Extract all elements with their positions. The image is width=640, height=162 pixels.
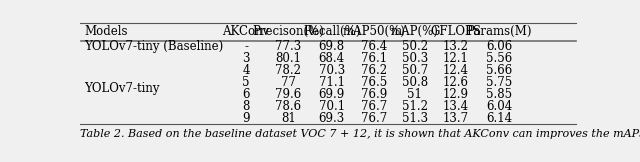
Text: 69.9: 69.9 <box>319 88 345 101</box>
Text: Table 2. Based on the baseline dataset VOC 7 + 12, it is shown that AKConv can i: Table 2. Based on the baseline dataset V… <box>80 129 640 139</box>
Text: 50.2: 50.2 <box>402 40 428 53</box>
Text: 69.3: 69.3 <box>319 112 345 125</box>
Text: 12.6: 12.6 <box>443 76 468 89</box>
Text: 6.14: 6.14 <box>486 112 512 125</box>
Text: 5.85: 5.85 <box>486 88 512 101</box>
Text: 50.3: 50.3 <box>402 52 428 65</box>
Text: 76.7: 76.7 <box>361 112 387 125</box>
Text: 51.2: 51.2 <box>402 100 428 113</box>
Text: 51: 51 <box>408 88 422 101</box>
Text: Recall(%): Recall(%) <box>303 25 360 38</box>
Text: 9: 9 <box>243 112 250 125</box>
Text: 6.06: 6.06 <box>486 40 512 53</box>
Text: 6.04: 6.04 <box>486 100 512 113</box>
Text: 5.66: 5.66 <box>486 64 512 77</box>
Text: YOLOv7-tiny (Baseline): YOLOv7-tiny (Baseline) <box>84 40 223 53</box>
Text: 5.75: 5.75 <box>486 76 512 89</box>
Text: 13.7: 13.7 <box>443 112 468 125</box>
Text: 50.8: 50.8 <box>402 76 428 89</box>
Text: 79.6: 79.6 <box>275 88 301 101</box>
Text: 50.7: 50.7 <box>402 64 428 77</box>
Text: Precison(%): Precison(%) <box>252 25 324 38</box>
Text: 5: 5 <box>243 76 250 89</box>
Text: AKConv: AKConv <box>223 25 270 38</box>
Text: 77.3: 77.3 <box>275 40 301 53</box>
Text: 13.4: 13.4 <box>443 100 468 113</box>
Text: 76.5: 76.5 <box>361 76 387 89</box>
Text: 51.3: 51.3 <box>402 112 428 125</box>
Text: 80.1: 80.1 <box>275 52 301 65</box>
Text: 6: 6 <box>243 88 250 101</box>
Text: 76.1: 76.1 <box>361 52 387 65</box>
Text: 77: 77 <box>281 76 296 89</box>
Text: YOLOv7-tiny: YOLOv7-tiny <box>84 82 159 95</box>
Text: 76.7: 76.7 <box>361 100 387 113</box>
Text: 71.1: 71.1 <box>319 76 345 89</box>
Text: Params(M): Params(M) <box>467 25 532 38</box>
Text: 81: 81 <box>281 112 296 125</box>
Text: GFLOPS: GFLOPS <box>430 25 481 38</box>
Text: 13.2: 13.2 <box>443 40 468 53</box>
Text: 69.8: 69.8 <box>319 40 345 53</box>
Text: -: - <box>244 40 248 53</box>
Text: 5.56: 5.56 <box>486 52 512 65</box>
Text: 76.4: 76.4 <box>361 40 387 53</box>
Text: 70.1: 70.1 <box>319 100 345 113</box>
Text: Models: Models <box>84 25 127 38</box>
Text: mAP50(%): mAP50(%) <box>342 25 405 38</box>
Text: 78.6: 78.6 <box>275 100 301 113</box>
Text: 76.2: 76.2 <box>361 64 387 77</box>
Text: 12.4: 12.4 <box>443 64 468 77</box>
Text: 8: 8 <box>243 100 250 113</box>
Text: 12.1: 12.1 <box>443 52 468 65</box>
Text: mAP(%): mAP(%) <box>391 25 439 38</box>
Text: 12.9: 12.9 <box>443 88 468 101</box>
Text: 78.2: 78.2 <box>275 64 301 77</box>
Text: 4: 4 <box>243 64 250 77</box>
Text: 76.9: 76.9 <box>361 88 387 101</box>
Text: 68.4: 68.4 <box>319 52 345 65</box>
Text: 3: 3 <box>243 52 250 65</box>
Text: 70.3: 70.3 <box>319 64 345 77</box>
